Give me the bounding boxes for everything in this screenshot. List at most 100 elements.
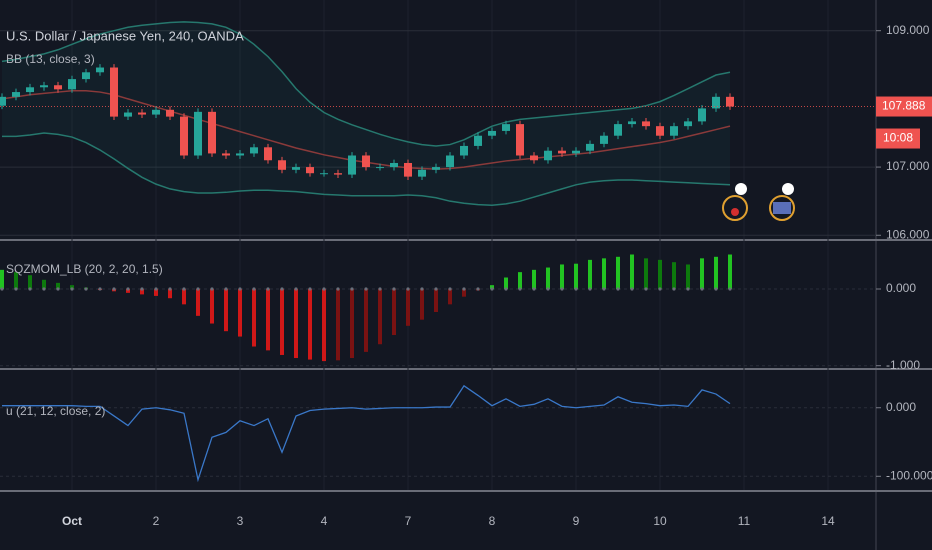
- y-tick-label: 106.000: [886, 227, 930, 241]
- candle-body: [96, 67, 104, 73]
- candle-body: [558, 150, 566, 154]
- candle-body: [54, 85, 62, 90]
- candle-body: [180, 116, 188, 156]
- momentum-bar: [504, 277, 508, 290]
- plot-layer: Oct 2 3 4 7 8 9 10 11 14 106.000 107.000 109.000 107.…: [0, 0, 932, 528]
- momentum-bar: [532, 269, 536, 290]
- squeeze-dot: [84, 287, 88, 291]
- symbol-title: U.S. Dollar / Japanese Yen, 240, OANDA: [6, 28, 244, 43]
- candle-body: [474, 135, 482, 146]
- squeeze-dot: [252, 287, 256, 291]
- momentum-bar: [560, 264, 564, 290]
- squeeze-dot: [238, 287, 242, 291]
- momentum-bar: [378, 289, 382, 345]
- y-tick-label: 0.000: [886, 281, 916, 295]
- squeeze-dot: [462, 287, 466, 291]
- momentum-bar: [420, 289, 424, 320]
- squeeze-dot: [322, 287, 326, 291]
- squeeze-dot: [602, 287, 606, 291]
- candle-body: [222, 153, 230, 156]
- candle-body: [656, 126, 664, 136]
- y-tick-label: 0.000: [886, 400, 916, 414]
- last-price-box: [876, 96, 932, 117]
- candle-body: [124, 112, 132, 117]
- candle-body: [698, 108, 706, 122]
- candle-body: [26, 87, 34, 93]
- momentum-bar: [588, 259, 592, 290]
- candle-body: [670, 126, 678, 136]
- squeeze-dot: [560, 287, 564, 291]
- candle-body: [292, 167, 300, 170]
- candle-body: [712, 96, 720, 109]
- indicator-label: u (21, 12, close, 2): [6, 404, 105, 418]
- squeeze-dot: [574, 287, 578, 291]
- badge: [735, 183, 747, 195]
- momentum-bar: [672, 262, 676, 290]
- candle-body: [334, 173, 342, 175]
- bb-upper: [1, 21, 731, 147]
- x-tick-label: 4: [321, 514, 328, 528]
- candle-body: [614, 124, 622, 136]
- squeeze-dot: [392, 287, 396, 291]
- momentum-bar: [336, 289, 340, 361]
- momentum-bar: [658, 259, 662, 290]
- x-tick-label: 11: [738, 514, 751, 528]
- momentum-bar: [406, 289, 410, 326]
- squeeze-dot: [406, 287, 410, 291]
- candle-body: [544, 150, 552, 161]
- candle-body: [516, 124, 524, 156]
- candle-body: [194, 111, 202, 156]
- candle-body: [432, 167, 440, 170]
- squeeze-dot: [532, 287, 536, 291]
- squeeze-dot: [182, 287, 186, 291]
- momentum-bar: [448, 289, 452, 305]
- squeeze-dot: [112, 287, 116, 291]
- candle-body: [250, 147, 258, 154]
- squeeze-dot: [672, 287, 676, 291]
- momentum-bar: [224, 289, 228, 332]
- candle-body: [684, 121, 692, 127]
- momentum-bar: [28, 275, 32, 290]
- momentum-bar: [154, 289, 158, 296]
- momentum-bar: [238, 289, 242, 337]
- badge: [782, 183, 794, 195]
- squeeze-dot: [14, 287, 18, 291]
- squeeze-dot: [448, 287, 452, 291]
- candle-body: [82, 72, 90, 80]
- candle-body: [390, 162, 398, 168]
- squeeze-dot: [588, 287, 592, 291]
- y-tick-label: -100.000: [886, 468, 932, 482]
- squeeze-dot: [518, 287, 522, 291]
- squeeze-dot: [224, 287, 228, 291]
- squeeze-dot: [658, 287, 662, 291]
- momentum-bar: [728, 254, 732, 290]
- candle-body: [488, 130, 496, 136]
- candle-body: [418, 169, 426, 177]
- momentum-bar: [616, 256, 620, 290]
- momentum-bar: [308, 289, 312, 360]
- momentum-bar: [462, 289, 466, 297]
- momentum-bar: [0, 269, 4, 290]
- momentum-bar: [280, 289, 284, 355]
- y-tick-label: -1.000: [886, 358, 920, 372]
- momentum-bar: [14, 272, 18, 290]
- squeeze-dot: [42, 287, 46, 291]
- momentum-bar: [518, 272, 522, 290]
- momentum-bar: [140, 289, 144, 295]
- y-tick-label: 107.000: [886, 159, 930, 173]
- candle-body: [460, 145, 468, 156]
- squeeze-dot: [154, 287, 158, 291]
- x-tick-label: 10: [653, 514, 667, 528]
- squeeze-dot: [434, 287, 438, 291]
- momentum-bar: [350, 289, 354, 359]
- squeeze-dot: [504, 287, 508, 291]
- squeeze-dot: [56, 287, 60, 291]
- momentum-bar: [434, 289, 438, 313]
- candle-body: [278, 160, 286, 170]
- candle-body: [530, 155, 538, 161]
- momentum-bar: [490, 285, 494, 290]
- candle-body: [152, 109, 160, 115]
- momentum-bar: [252, 289, 256, 347]
